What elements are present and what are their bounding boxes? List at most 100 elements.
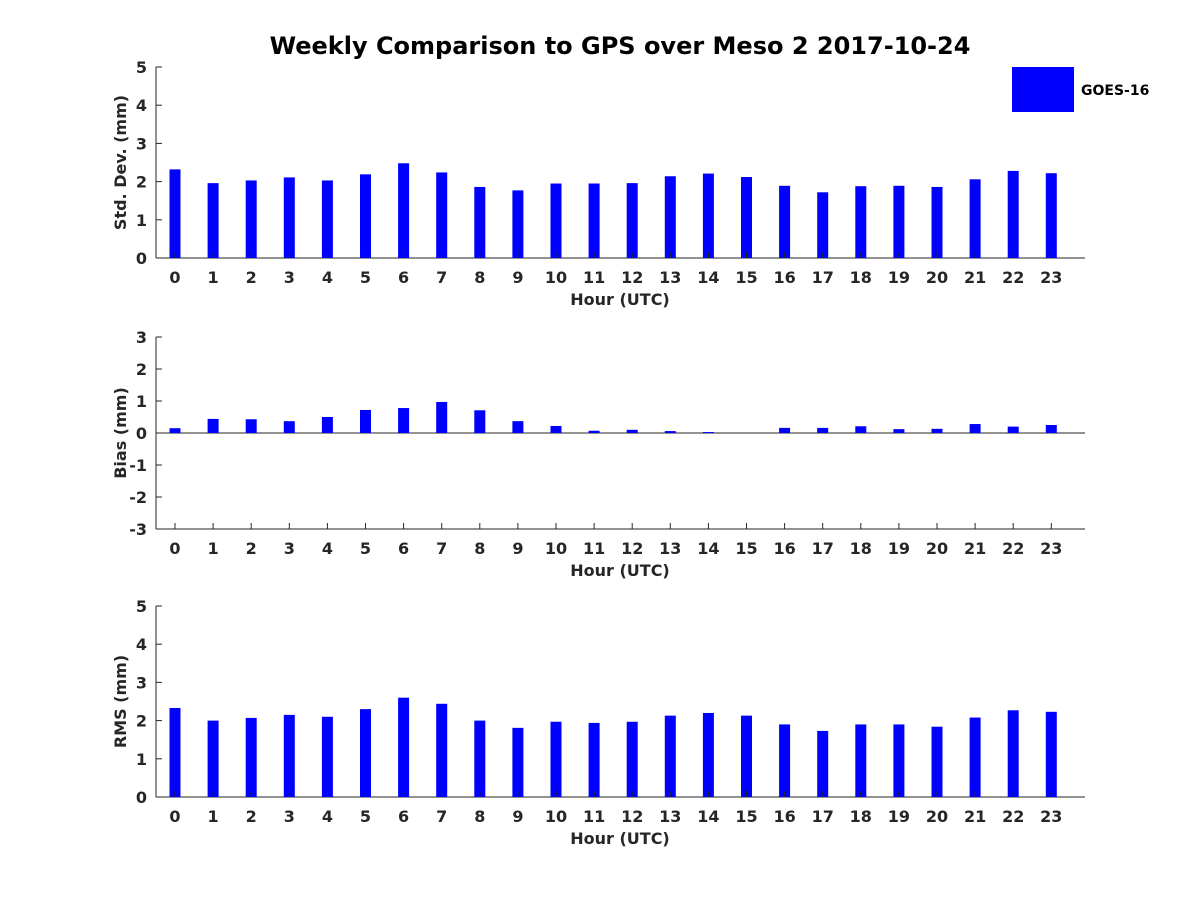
- bias-x-tick-label: 0: [169, 539, 180, 558]
- rms-bar-hour-8: [474, 720, 486, 797]
- std-dev-bar-hour-22: [1007, 170, 1019, 258]
- rms-y-tick-label: 5: [136, 597, 147, 616]
- std-dev-bar-hour-7: [436, 172, 448, 258]
- bias-y-tick-label: 3: [136, 328, 147, 347]
- std-dev-x-tick-label: 4: [322, 268, 333, 287]
- rms-bar-hour-2: [245, 717, 257, 797]
- rms-x-tick-label: 0: [169, 807, 180, 826]
- bias-x-tick-label: 9: [512, 539, 523, 558]
- rms-bar-hour-7: [436, 703, 448, 797]
- bias-y-label: Bias (mm): [111, 387, 130, 479]
- rms-bar-hour-4: [321, 716, 333, 797]
- bias-x-tick-label: 3: [284, 539, 295, 558]
- std-dev-x-tick-label: 16: [773, 268, 795, 287]
- std-dev-bar-hour-6: [398, 163, 410, 258]
- rms-bar-hour-9: [512, 727, 524, 797]
- bias-bar-hour-8: [474, 410, 486, 433]
- rms-x-tick-label: 17: [812, 807, 834, 826]
- std-dev-bar-hour-1: [207, 183, 219, 258]
- bias-y-tick-label: -2: [129, 488, 147, 507]
- std-dev-x-tick-label: 23: [1040, 268, 1062, 287]
- rms-y-label: RMS (mm): [111, 655, 130, 748]
- bias-bar-hour-0: [169, 428, 181, 433]
- std-dev-bar-hour-11: [588, 183, 600, 258]
- rms-x-tick-label: 18: [850, 807, 872, 826]
- std-dev-y-tick-label: 3: [136, 134, 147, 153]
- std-dev-bar-hour-14: [702, 173, 714, 258]
- std-dev-x-tick-label: 12: [621, 268, 643, 287]
- bias-bar-hour-22: [1007, 426, 1019, 433]
- rms-bar-hour-10: [550, 721, 562, 797]
- bias-x-tick-label: 8: [474, 539, 485, 558]
- rms-x-tick-label: 15: [735, 807, 757, 826]
- rms-x-tick-label: 22: [1002, 807, 1024, 826]
- bias-x-tick-label: 11: [583, 539, 605, 558]
- std-dev-y-tick-label: 0: [136, 249, 147, 268]
- std-dev-bar-hour-4: [321, 180, 333, 258]
- rms-y-tick-label: 2: [136, 712, 147, 731]
- std-dev-bar-hour-3: [283, 177, 295, 258]
- rms-x-tick-label: 12: [621, 807, 643, 826]
- legend-swatch: [1012, 67, 1074, 112]
- std-dev-bar-hour-18: [855, 186, 867, 258]
- std-dev-x-tick-label: 19: [888, 268, 910, 287]
- std-dev-y-label: Std. Dev. (mm): [111, 95, 130, 230]
- std-dev-x-tick-label: 14: [697, 268, 719, 287]
- rms-x-tick-label: 14: [697, 807, 719, 826]
- rms-x-tick-label: 10: [545, 807, 567, 826]
- rms-x-tick-label: 1: [208, 807, 219, 826]
- std-dev-bar-hour-2: [245, 180, 257, 258]
- bias-x-tick-label: 2: [246, 539, 257, 558]
- rms-bar-hour-23: [1045, 711, 1057, 797]
- std-dev-x-tick-label: 22: [1002, 268, 1024, 287]
- bias-x-tick-label: 20: [926, 539, 948, 558]
- bias-bar-hour-18: [855, 426, 867, 433]
- rms-x-tick-label: 21: [964, 807, 986, 826]
- rms-bar-hour-6: [398, 697, 410, 797]
- bias-x-tick-label: 6: [398, 539, 409, 558]
- bias-x-tick-label: 23: [1040, 539, 1062, 558]
- bias-x-tick-label: 18: [850, 539, 872, 558]
- std-dev-x-tick-label: 10: [545, 268, 567, 287]
- bias-bar-hour-19: [893, 429, 905, 433]
- bias-x-tick-label: 1: [208, 539, 219, 558]
- std-dev-x-tick-label: 0: [169, 268, 180, 287]
- bias-bar-hour-10: [550, 425, 562, 433]
- std-dev-bar-hour-10: [550, 183, 562, 258]
- bias-y-tick-label: 2: [136, 360, 147, 379]
- bias-bar-hour-6: [398, 408, 410, 433]
- bias-x-tick-label: 17: [812, 539, 834, 558]
- rms-y-tick-label: 1: [136, 750, 147, 769]
- rms-bar-hour-17: [817, 730, 829, 797]
- bias-bar-hour-5: [360, 409, 371, 433]
- std-dev-x-tick-label: 20: [926, 268, 948, 287]
- bias-bar-hour-14: [702, 432, 714, 433]
- rms-bar-hour-5: [360, 709, 371, 797]
- rms-x-label: Hour (UTC): [570, 829, 670, 848]
- std-dev-bar-hour-12: [626, 183, 638, 258]
- bias-bar-hour-4: [321, 417, 333, 433]
- rms-x-tick-label: 6: [398, 807, 409, 826]
- rms-y-tick-label: 4: [136, 635, 147, 654]
- std-dev-bar-hour-13: [664, 176, 676, 258]
- std-dev-bar-hour-8: [474, 186, 486, 258]
- bias-x-tick-label: 4: [322, 539, 333, 558]
- std-dev-bar-hour-9: [512, 190, 524, 258]
- std-dev-x-tick-label: 7: [436, 268, 447, 287]
- bias-bar-hour-12: [626, 429, 638, 433]
- bias-bar-hour-7: [436, 401, 448, 433]
- std-dev-x-tick-label: 18: [850, 268, 872, 287]
- std-dev-x-tick-label: 13: [659, 268, 681, 287]
- std-dev-x-tick-label: 8: [474, 268, 485, 287]
- rms-x-tick-label: 4: [322, 807, 333, 826]
- rms-x-tick-label: 5: [360, 807, 371, 826]
- bias-x-tick-label: 14: [697, 539, 719, 558]
- rms-bar-hour-14: [702, 712, 714, 797]
- rms-bar-hour-20: [931, 726, 943, 797]
- std-dev-bar-hour-23: [1045, 173, 1057, 258]
- bias-y-tick-label: 1: [136, 392, 147, 411]
- rms-x-tick-label: 20: [926, 807, 948, 826]
